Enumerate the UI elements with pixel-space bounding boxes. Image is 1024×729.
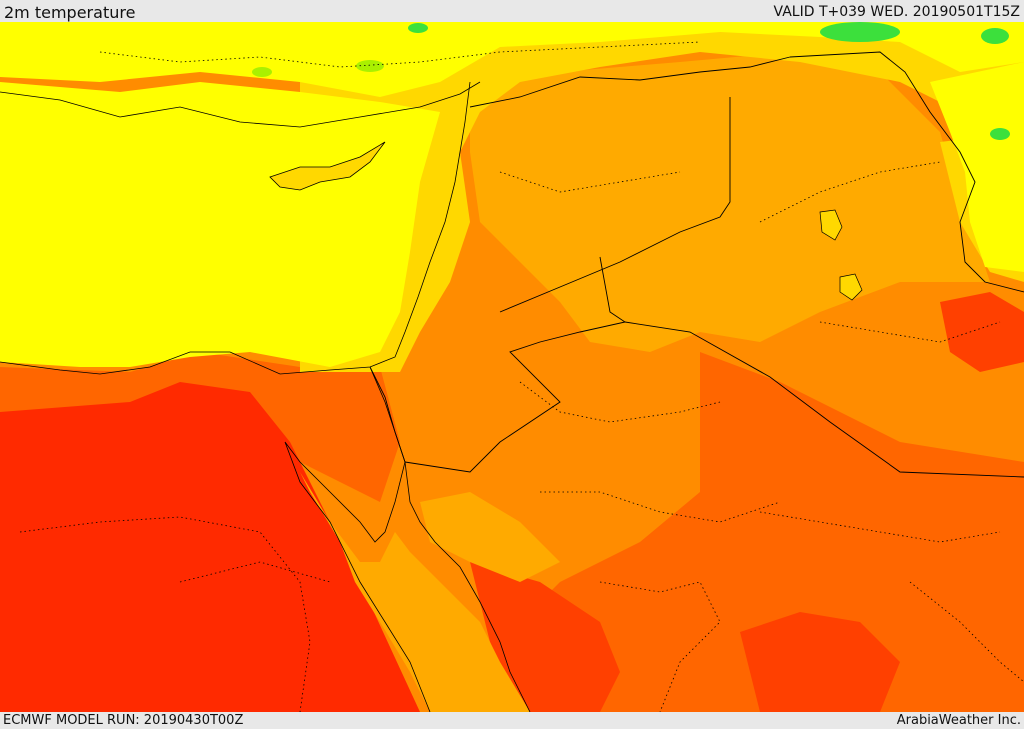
green-patch-anatolia-west — [252, 67, 272, 77]
temperature-map[interactable] — [0, 22, 1024, 712]
gold-band-levant — [300, 22, 1024, 372]
footer-bar: ECMWF MODEL RUN: 20190430T00Z ArabiaWeat… — [0, 712, 1024, 729]
red-region-egypt — [0, 382, 420, 712]
green-patch-mountains — [820, 22, 900, 42]
red-sea — [285, 442, 530, 712]
border-iraq-iran — [789, 51, 1024, 293]
border-egypt-israel — [369, 366, 406, 463]
green-patch-iran — [990, 128, 1010, 140]
coastline-levant — [0, 81, 471, 375]
model-run-label: ECMWF MODEL RUN: 20190430T00Z — [3, 713, 244, 728]
coastline-arabia-redsea — [404, 461, 531, 712]
green-patch-anatolia — [356, 60, 384, 72]
lake-razazah — [839, 273, 863, 301]
light-orange-region-western-desert — [420, 492, 560, 582]
yellow-region-northeast — [930, 62, 1024, 272]
coastline-anatolia — [0, 81, 481, 128]
lake-tharthar — [819, 209, 843, 241]
credit-label: ArabiaWeather Inc. — [896, 713, 1021, 728]
border-turkey-syria — [469, 56, 791, 108]
red-orange-region-arabia — [500, 352, 1024, 712]
admin-boundaries — [19, 41, 1024, 712]
red-region-iraq-south — [940, 292, 1024, 372]
mediterranean-sea — [0, 82, 440, 367]
cyprus-island — [269, 141, 386, 191]
red-region-central-arabia — [740, 612, 900, 712]
border-jordan — [404, 256, 627, 473]
border-iraq-saudi — [624, 321, 1024, 478]
green-patch-north — [408, 23, 428, 33]
border-syria-iraq — [499, 97, 731, 313]
green-patch-northeast — [981, 28, 1009, 44]
valid-time-label: VALID T+039 WED. 20190501T15Z — [773, 4, 1020, 20]
map-title: 2m temperature — [4, 3, 136, 22]
yellow-region-anatolia — [0, 22, 1024, 97]
header-bar: 2m temperature VALID T+039 WED. 20190501… — [0, 0, 1024, 22]
